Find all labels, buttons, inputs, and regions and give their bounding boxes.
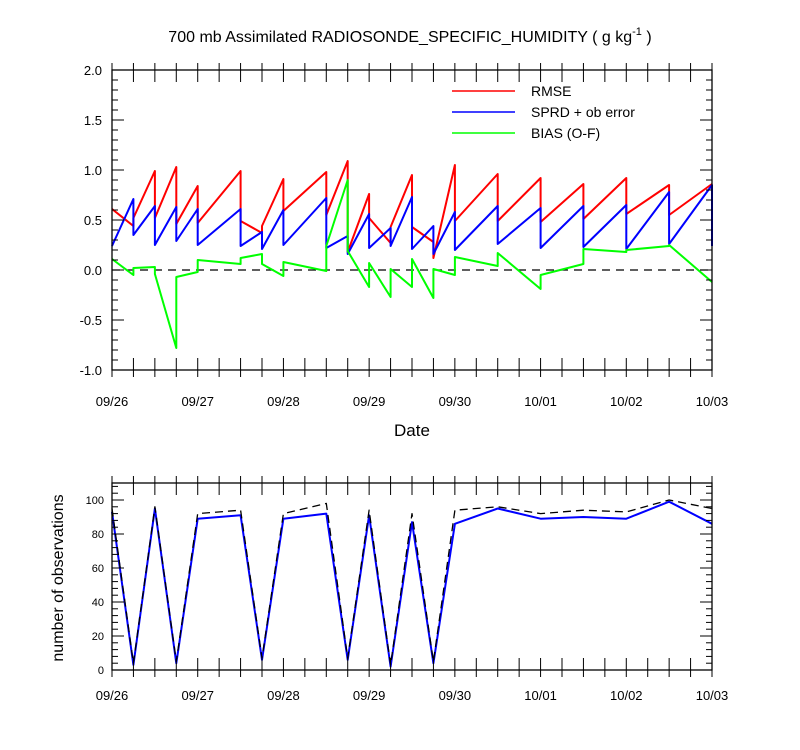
top-axis-labels: 2.0 1.5 1.0 0.5 0.0 -0.5 -1.0 09/26 09/27 09/28 09… — [80, 63, 729, 409]
x-tick-label-bottom: 10/03 — [696, 688, 729, 703]
observations-total-line — [111, 499, 713, 666]
x-tick-label-bottom: 09/27 — [181, 688, 214, 703]
title-end: ) — [642, 29, 652, 46]
y-tick-label: 1.0 — [84, 163, 102, 178]
y-tick-label-bottom: 80 — [92, 529, 104, 541]
x-tick-label-top: 09/28 — [267, 394, 300, 409]
y-tick-label: 0.0 — [84, 263, 102, 278]
y-tick-label: -0.5 — [80, 313, 102, 328]
x-tick-label-top: 10/03 — [696, 394, 729, 409]
legend-label-sprd: SPRD + ob error — [531, 104, 635, 120]
y-tick-label: 1.5 — [84, 113, 102, 128]
legend: RMSE SPRD + ob error BIAS (O-F) — [452, 83, 635, 141]
x-tick-label-bottom: 10/02 — [610, 688, 643, 703]
x-tick-label-top: 09/26 — [96, 394, 129, 409]
x-tick-label-bottom: 10/01 — [524, 688, 557, 703]
bias-series-line — [111, 179, 713, 349]
sprd-series-line — [111, 184, 713, 255]
x-tick-label-top: 09/29 — [353, 394, 386, 409]
x-tick-label-bottom: 09/26 — [96, 688, 129, 703]
x-tick-label-top: 10/02 — [610, 394, 643, 409]
y-tick-label-bottom: 40 — [92, 597, 104, 609]
chart-title: 700 mb Assimilated RADIOSONDE_SPECIFIC_H… — [168, 26, 651, 46]
y-tick-label-bottom: 100 — [86, 495, 104, 507]
x-tick-label-top: 10/01 — [524, 394, 557, 409]
x-tick-label-bottom: 09/30 — [439, 688, 472, 703]
y-tick-label-bottom: 20 — [92, 631, 104, 643]
legend-label-rmse: RMSE — [531, 83, 571, 99]
bottom-plot-frame — [111, 482, 713, 671]
legend-label-bias: BIAS (O-F) — [531, 125, 600, 141]
svg-text:700 mb Assimilated RADIOSONDE_: 700 mb Assimilated RADIOSONDE_SPECIFIC_H… — [168, 26, 651, 46]
y-tick-label: 0.5 — [84, 213, 102, 228]
title-text: 700 mb Assimilated RADIOSONDE_SPECIFIC_H… — [168, 29, 632, 46]
y-tick-label: 2.0 — [84, 63, 102, 78]
bottom-axis-labels: 100 80 60 40 20 0 09/26 09/27 09/28 09/29 09/30 10/… — [86, 495, 729, 703]
bottom-axis-ticks — [111, 476, 713, 677]
x-tick-label-bottom: 09/28 — [267, 688, 300, 703]
y-tick-label: -1.0 — [80, 363, 102, 378]
rmse-series-line — [111, 160, 713, 259]
title-superscript: -1 — [632, 26, 642, 38]
y-tick-label-bottom: 0 — [98, 665, 104, 677]
observations-used-line — [111, 500, 713, 668]
y-tick-label-bottom: 60 — [92, 563, 104, 575]
bottom-plot-area — [111, 482, 713, 671]
x-tick-label-top: 09/27 — [181, 394, 214, 409]
x-tick-label-bottom: 09/29 — [353, 688, 386, 703]
y-axis-title-observations: number of observations — [50, 494, 67, 661]
x-tick-label-top: 09/30 — [439, 394, 472, 409]
x-axis-title: Date — [394, 421, 430, 440]
top-axis-ticks — [111, 63, 713, 377]
